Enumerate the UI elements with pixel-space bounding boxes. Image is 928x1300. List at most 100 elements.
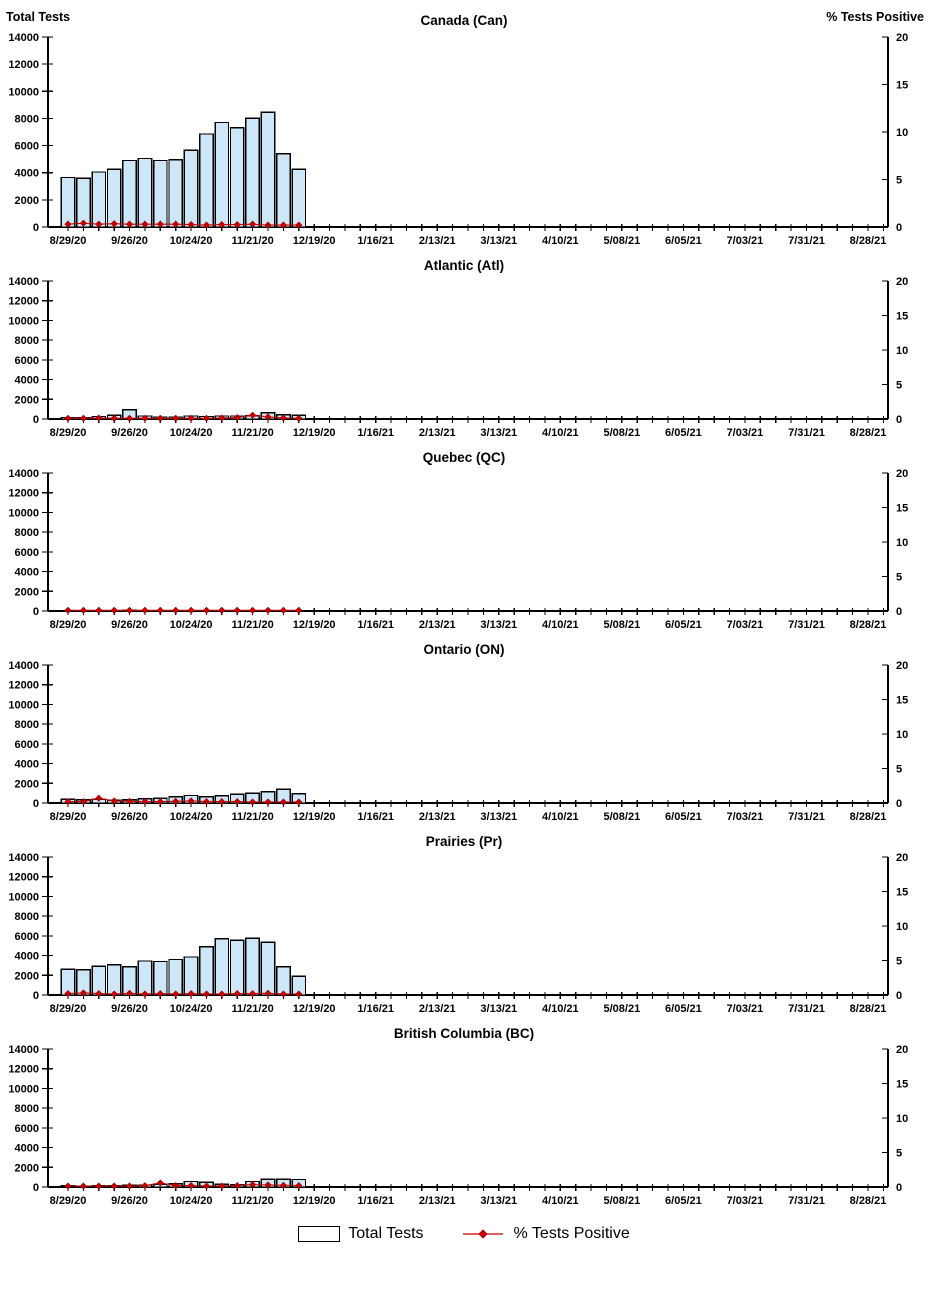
right-tick-label: 20 [896, 468, 908, 480]
left-tick-label: 6000 [15, 355, 39, 367]
x-tick-label: 2/13/21 [419, 427, 456, 439]
chart-header-bc: British Columbia (BC) [0, 1021, 928, 1044]
x-tick-label: 3/13/21 [480, 427, 517, 439]
right-tick-label: 5 [896, 175, 902, 187]
pct-positive-diamond [218, 606, 226, 614]
x-tick-label: 11/21/20 [232, 619, 274, 631]
right-tick-label: 5 [896, 380, 902, 392]
x-tick-label: 3/13/21 [480, 811, 517, 823]
legend-group-line: % Tests Positive [460, 1225, 630, 1243]
pct-positive-line [68, 1182, 299, 1187]
right-tick-label: 15 [896, 503, 908, 515]
left-tick-label: 12000 [8, 872, 39, 884]
left-tick-label: 0 [33, 798, 39, 810]
left-tick-label: 14000 [8, 852, 39, 864]
x-tick-label: 8/28/21 [850, 1195, 887, 1207]
pct-positive-diamond [110, 797, 118, 805]
x-tick-label: 9/26/20 [111, 235, 148, 247]
right-tick-label: 0 [896, 1182, 902, 1194]
pct-positive-diamond [64, 414, 72, 422]
pct-positive-diamond [233, 989, 241, 998]
x-tick-label: 2/13/21 [419, 619, 456, 631]
total-tests-bar [75, 177, 91, 228]
pct-positive-diamond [125, 797, 134, 805]
pct-positive-diamond [64, 989, 72, 998]
x-tick-label: 10/24/20 [170, 427, 213, 439]
report-page: Total Tests Canada (Can) % Tests Positiv… [0, 2, 928, 1243]
x-tick-label: 3/13/21 [480, 1003, 517, 1015]
x-tick-label: 7/03/21 [727, 811, 764, 823]
left-tick-label: 6000 [15, 931, 39, 943]
pct-positive-diamond [218, 797, 226, 806]
x-tick-label: 7/31/21 [788, 1003, 825, 1015]
x-tick-label: 11/21/20 [232, 1195, 274, 1207]
pct-positive-diamond [125, 606, 134, 614]
right-tick-label: 0 [896, 990, 902, 1002]
chart-header-atlantic: Atlantic (Atl) [0, 253, 928, 276]
pct-positive-diamond [248, 606, 257, 614]
pct-positive-diamond [79, 219, 88, 227]
right-tick-label: 0 [896, 222, 902, 234]
x-tick-label: 8/28/21 [850, 427, 887, 439]
x-tick-label: 12/19/20 [293, 811, 336, 823]
pct-positive-diamond [95, 606, 103, 614]
pct-positive-diamond [64, 606, 72, 614]
total-tests-bar [152, 159, 168, 228]
chart-svg: 0 2000 4000 6000 8000 10000 12000 14000 0 5 10 15 20… [8, 852, 908, 1015]
pct-positive-diamond [295, 1181, 303, 1190]
pct-positive-diamond [279, 606, 288, 614]
pct-positive-diamond [125, 414, 134, 422]
plot-bc: 0 2000 4000 6000 8000 10000 12000 14000 0 5 10 15 20… [0, 1044, 928, 1213]
x-tick-label: 4/10/21 [542, 1003, 579, 1015]
total-tests-bar [183, 149, 199, 228]
pct-positive-line [67, 222, 299, 226]
x-tick-label: 4/10/21 [542, 235, 579, 247]
x-tick-label: 12/19/20 [293, 427, 336, 439]
total-tests-bar [199, 945, 214, 996]
pct-positive-diamond [110, 606, 118, 614]
pct-positive-diamond [295, 990, 303, 998]
pct-positive-diamond [79, 1182, 88, 1190]
pct-positive-diamond [187, 606, 195, 614]
pct-positive-diamond [202, 1182, 211, 1190]
right-tick-label: 15 [896, 695, 908, 707]
plot-atlantic: 0 2000 4000 6000 8000 10000 12000 14000 0 5 10 15 20… [0, 276, 928, 445]
pct-positive-diamond [172, 606, 180, 614]
pct-positive-diamond [172, 797, 180, 805]
left-tick-label: 4000 [15, 375, 39, 387]
x-tick-label: 3/13/21 [480, 1195, 517, 1207]
left-tick-label: 12000 [8, 488, 39, 500]
pct-positive-diamond [248, 220, 257, 228]
x-tick-label: 11/21/20 [232, 427, 274, 439]
x-tick-label: 2/13/21 [419, 1003, 456, 1015]
x-tick-label: 6/05/21 [665, 619, 702, 631]
left-tick-label: 4000 [15, 1143, 39, 1155]
left-tick-label: 14000 [8, 660, 39, 672]
pct-positive-diamond [141, 606, 149, 614]
left-tick-label: 12000 [8, 296, 39, 308]
x-tick-label: 5/08/21 [603, 1195, 640, 1207]
legend-group-bars: Total Tests [298, 1225, 424, 1243]
plot-quebec: 0 2000 4000 6000 8000 10000 12000 14000 0 5 10 15 20… [0, 468, 928, 637]
x-tick-label: 9/26/20 [111, 1003, 148, 1015]
x-tick-label: 11/21/20 [232, 235, 274, 247]
total-tests-bar [276, 152, 291, 228]
pct-positive-diamond [264, 798, 272, 806]
total-tests-bar [260, 111, 276, 228]
left-tick-label: 2000 [15, 778, 39, 790]
chart-header-canada: Total Tests Canada (Can) % Tests Positiv… [0, 2, 928, 32]
x-tick-label: 2/13/21 [419, 1195, 456, 1207]
legend-bar-label: Total Tests [348, 1225, 424, 1242]
x-tick-label: 9/26/20 [111, 1195, 148, 1207]
left-tick-label: 4000 [15, 168, 39, 180]
x-tick-label: 2/13/21 [419, 811, 456, 823]
pct-positive-diamond [95, 414, 103, 422]
pct-positive-diamond [264, 413, 272, 421]
pct-positive-diamond [110, 990, 118, 998]
plot-ontario: 0 2000 4000 6000 8000 10000 12000 14000 0 5 10 15 20… [0, 660, 928, 829]
total-tests-bar [183, 956, 199, 996]
pct-positive-diamond [233, 413, 241, 422]
right-tick-label: 5 [896, 956, 902, 968]
right-tick-label: 5 [896, 1148, 902, 1160]
pct-positive-diamond [79, 989, 88, 997]
